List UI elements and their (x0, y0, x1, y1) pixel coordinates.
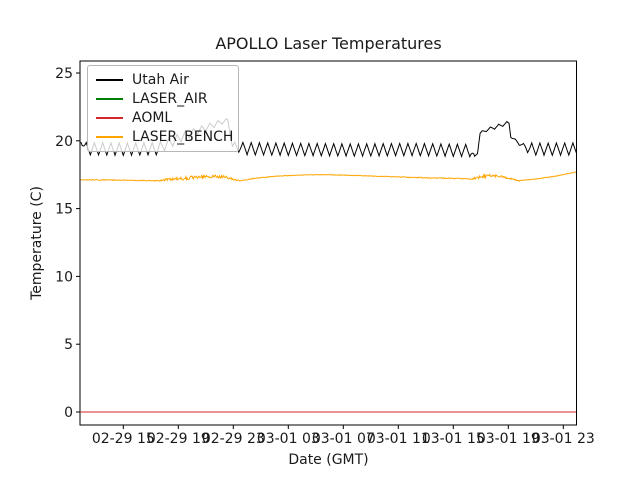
x-tick-label: 03-01 15 (422, 431, 485, 447)
x-tick-label: 03-01 07 (312, 431, 375, 447)
legend-line-sample (96, 136, 123, 139)
y-tick-label: 25 (55, 66, 73, 82)
plot-border (79, 60, 577, 426)
legend-label: LASER_BENCH (132, 129, 234, 146)
y-tick-label: 15 (55, 202, 73, 218)
legend-line-sample (96, 117, 123, 120)
x-tick-label: 02-29 23 (202, 431, 265, 447)
x-tick-label: 02-29 19 (147, 431, 210, 447)
y-axis-label: Temperature (C) (29, 186, 45, 300)
series-line-laser-bench (80, 171, 577, 182)
legend-line-sample (96, 78, 123, 81)
legend-label: Utah Air (132, 71, 189, 88)
chart-title: APOLLO Laser Temperatures (215, 34, 442, 53)
legend: Utah Air LASER_AIR AOML LASER_BENCH (87, 65, 239, 152)
legend-label: AOML (132, 110, 173, 127)
x-tick-label: 03-01 03 (257, 431, 320, 447)
x-axis-label: Date (GMT) (288, 452, 369, 468)
x-tick-label: 02-29 15 (92, 431, 155, 447)
legend-line-sample (96, 97, 123, 100)
y-tick-label: 0 (64, 405, 73, 421)
y-tick-label: 5 (64, 337, 73, 353)
legend-label: LASER_AIR (132, 90, 208, 107)
y-tick-label: 20 (55, 134, 73, 150)
legend-item-aoml: AOML (96, 110, 230, 126)
y-tick-label: 10 (55, 269, 73, 285)
legend-item-utah-air: Utah Air (96, 72, 230, 88)
x-tick-label: 03-01 11 (367, 431, 430, 447)
x-tick-label: 03-01 23 (532, 431, 595, 447)
legend-item-laser-air: LASER_AIR (96, 91, 230, 107)
x-tick-label: 03-01 19 (477, 431, 540, 447)
legend-item-laser-bench: LASER_BENCH (96, 129, 234, 146)
series-group (80, 118, 577, 413)
